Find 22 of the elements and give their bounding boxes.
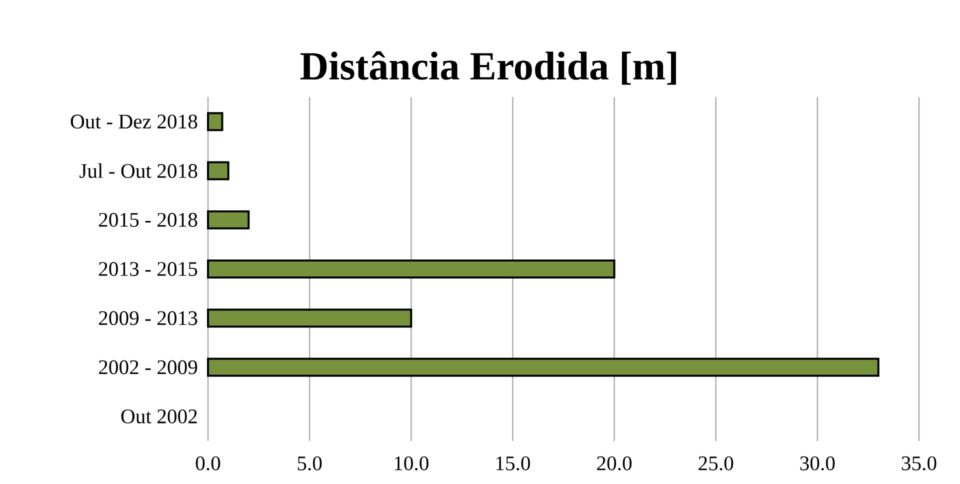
y-tick-label: 2002 - 2009 — [98, 360, 198, 374]
y-tick-label: Out - Dez 2018 — [70, 114, 198, 129]
bar — [207, 112, 224, 132]
y-tick-label: Out 2002 — [121, 409, 197, 424]
bar — [207, 358, 880, 377]
x-tick-label: 35.0 — [902, 456, 936, 470]
x-tick-label: 30.0 — [800, 456, 835, 470]
bar — [207, 161, 230, 180]
x-tick-label: 5.0 — [298, 456, 322, 470]
bar — [207, 259, 616, 278]
y-tick-label: 2013 - 2015 — [98, 262, 198, 276]
x-tick-label: 10.0 — [394, 456, 428, 470]
bar — [207, 308, 412, 328]
x-tick-label: 0.0 — [196, 456, 220, 470]
x-tick-label: 25.0 — [698, 456, 734, 470]
x-tick-label: 15.0 — [496, 456, 530, 470]
x-tick-label: 20.0 — [597, 456, 632, 470]
bar — [207, 210, 250, 230]
y-tick-label: 2009 - 2013 — [98, 311, 198, 326]
chart-title: Distância Erodida [m] — [300, 51, 676, 85]
y-tick-label: 2015 - 2018 — [98, 212, 198, 227]
y-tick-label: Jul - Out 2018 — [80, 163, 198, 178]
